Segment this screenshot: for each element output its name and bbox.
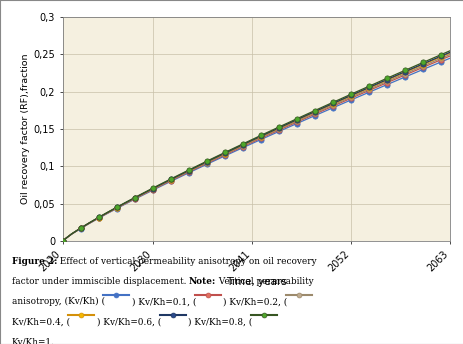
Text: ) Kv/Kh=0.6, (: ) Kv/Kh=0.6, ( — [96, 317, 161, 326]
Text: Note:: Note: — [188, 277, 216, 286]
Text: Vertical permeability: Vertical permeability — [216, 277, 313, 286]
Text: Kv/Kh=1.: Kv/Kh=1. — [12, 337, 55, 344]
Text: Kv/Kh=0.4, (: Kv/Kh=0.4, ( — [12, 317, 69, 326]
Text: ) Kv/Kh=0.2, (: ) Kv/Kh=0.2, ( — [223, 297, 287, 306]
Text: Figure 2:: Figure 2: — [12, 257, 57, 266]
Text: factor under immiscible displacement.: factor under immiscible displacement. — [12, 277, 188, 286]
X-axis label: Time, years: Time, years — [225, 277, 286, 287]
Text: anisotropy, (Kv/Kh) (: anisotropy, (Kv/Kh) ( — [12, 297, 105, 306]
Text: Effect of vertical permeability anisotropy on oil recovery: Effect of vertical permeability anisotro… — [57, 257, 316, 266]
Text: ) Kv/Kh=0.1, (: ) Kv/Kh=0.1, ( — [131, 297, 196, 306]
Y-axis label: Oil recovery factor (RF),fraction: Oil recovery factor (RF),fraction — [21, 54, 31, 204]
Text: ) Kv/Kh=0.8, (: ) Kv/Kh=0.8, ( — [188, 317, 252, 326]
